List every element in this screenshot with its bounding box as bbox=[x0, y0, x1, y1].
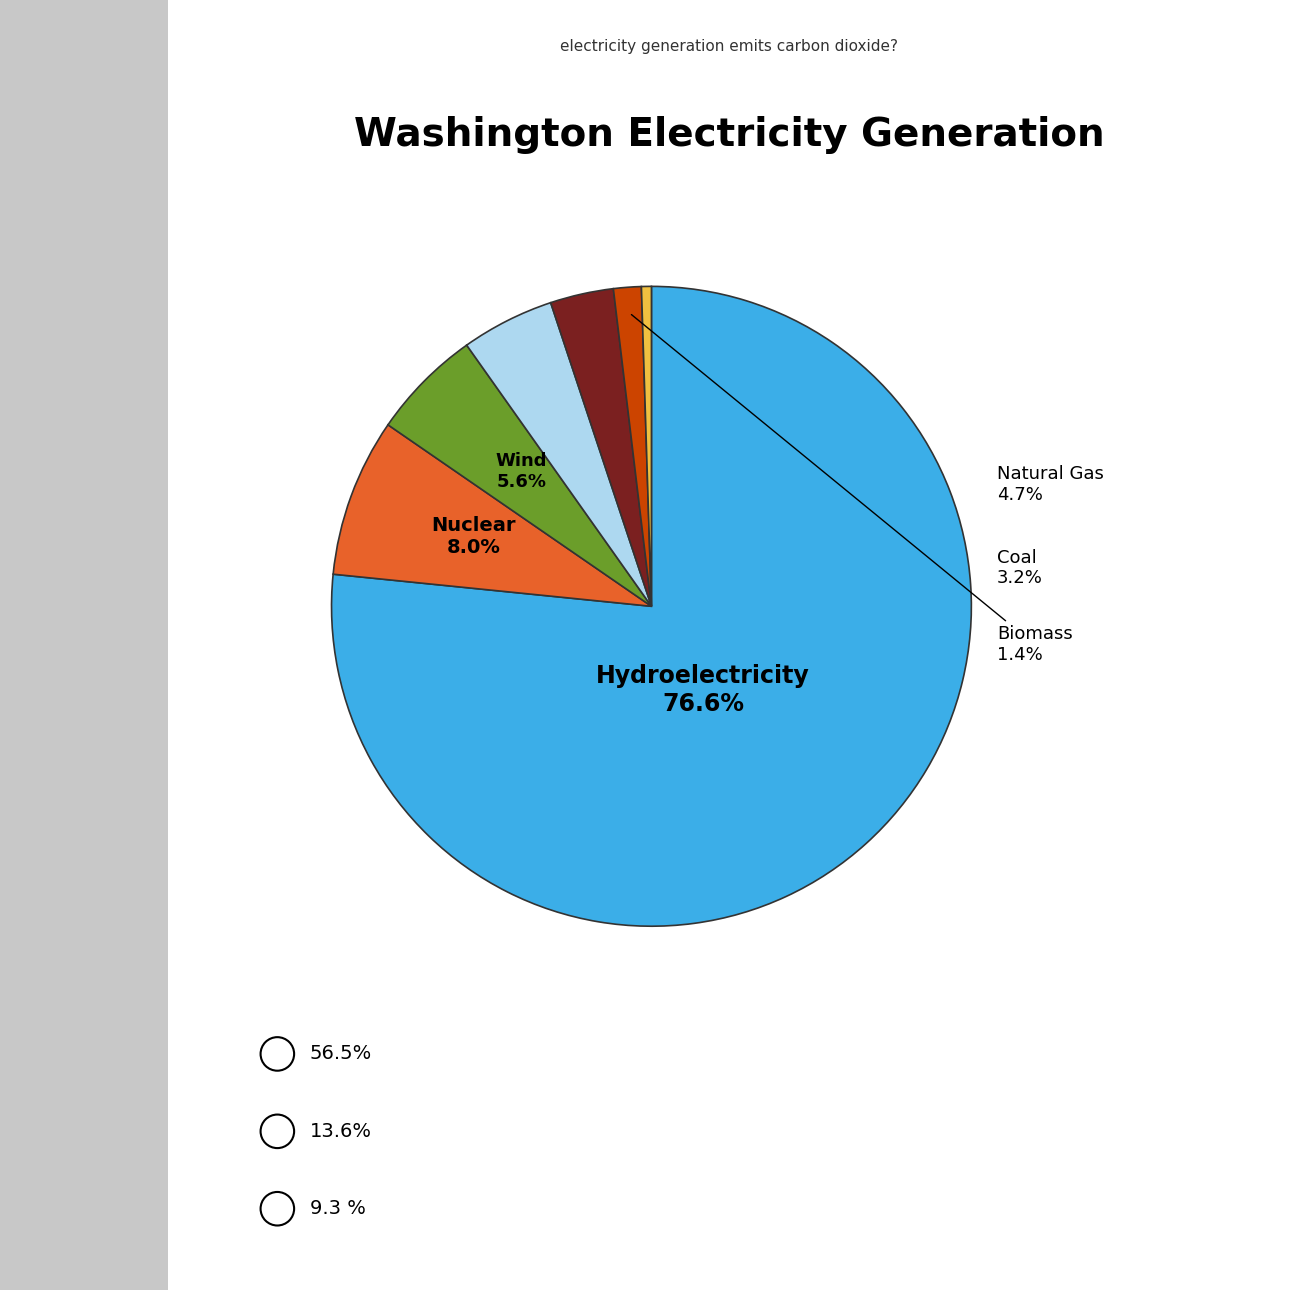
Text: 13.6%: 13.6% bbox=[310, 1122, 372, 1140]
Text: Natural Gas
4.7%: Natural Gas 4.7% bbox=[997, 466, 1104, 504]
Wedge shape bbox=[388, 346, 651, 606]
Text: Coal
3.2%: Coal 3.2% bbox=[997, 548, 1042, 587]
Text: Biomass
1.4%: Biomass 1.4% bbox=[631, 315, 1073, 664]
Wedge shape bbox=[467, 303, 651, 606]
Text: electricity generation emits carbon dioxide?: electricity generation emits carbon diox… bbox=[560, 39, 898, 54]
Text: 56.5%: 56.5% bbox=[310, 1045, 372, 1063]
Text: Washington Electricity Generation: Washington Electricity Generation bbox=[353, 116, 1104, 155]
Wedge shape bbox=[333, 424, 651, 606]
Text: 9.3 %: 9.3 % bbox=[310, 1200, 365, 1218]
Wedge shape bbox=[613, 286, 651, 606]
Wedge shape bbox=[641, 286, 651, 606]
Wedge shape bbox=[332, 286, 971, 926]
Wedge shape bbox=[551, 289, 651, 606]
Text: Hydroelectricity
76.6%: Hydroelectricity 76.6% bbox=[596, 664, 810, 716]
Text: Nuclear
8.0%: Nuclear 8.0% bbox=[431, 516, 516, 556]
Text: Wind
5.6%: Wind 5.6% bbox=[495, 451, 547, 490]
